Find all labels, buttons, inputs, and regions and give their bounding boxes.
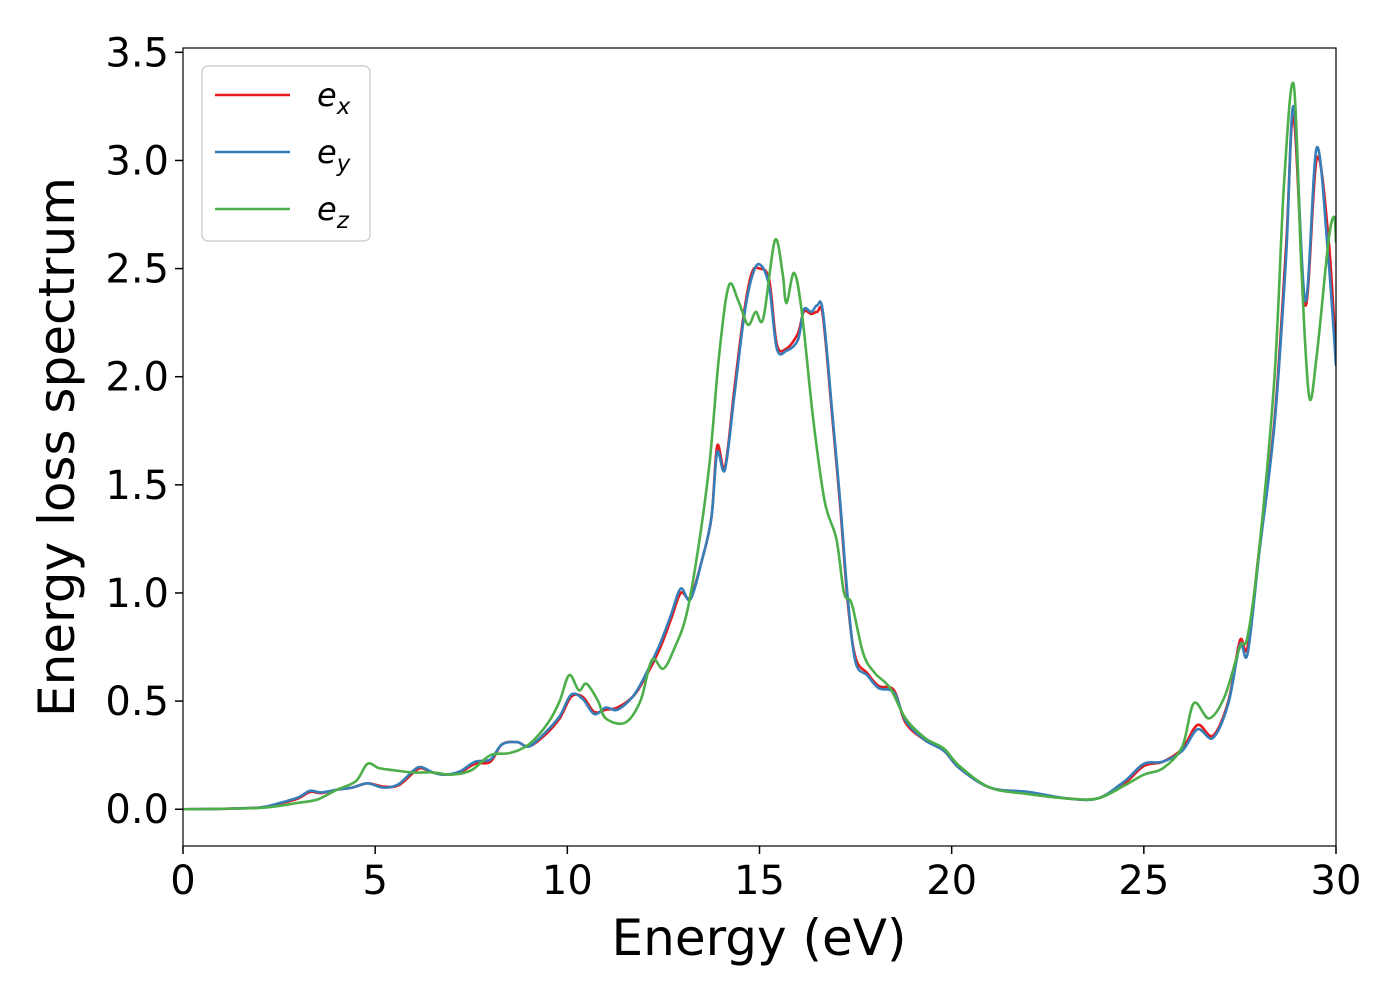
x-tick-label: 30 (1311, 858, 1362, 904)
y-tick-label: 3.0 (105, 138, 169, 184)
y-tick-label: 2.5 (105, 247, 169, 293)
y-tick-label: 1.0 (105, 571, 169, 617)
x-tick-label: 5 (362, 858, 387, 904)
y-tick-label: 0.0 (105, 787, 169, 833)
x-tick-label: 20 (926, 858, 977, 904)
legend-label-ez: ez (317, 190, 350, 234)
x-tick-label: 10 (542, 858, 593, 904)
y-axis: 0.0 0.5 1.0 1.5 2.0 2.5 3.0 3.5 (105, 30, 183, 833)
plot-area (183, 48, 1336, 846)
x-tick-label: 15 (734, 858, 785, 904)
series-layer (183, 81, 1336, 811)
x-axis-label: Energy (eV) (612, 909, 907, 967)
y-tick-label: 1.5 (105, 463, 169, 509)
y-tick-label: 0.5 (105, 679, 169, 725)
legend-label-ey: ey (317, 133, 351, 177)
x-tick-label: 0 (170, 858, 195, 904)
y-tick-label: 3.5 (105, 30, 169, 76)
y-tick-label: 2.0 (105, 355, 169, 401)
legend-box (201, 65, 371, 242)
series-line-ez (183, 81, 1336, 811)
x-tick-label: 25 (1118, 858, 1169, 904)
y-axis-label: Energy loss spectrum (28, 177, 86, 717)
legend-label-ex: ex (317, 76, 351, 120)
x-axis: 0 5 10 15 20 25 30 (170, 846, 1361, 904)
legend: ex ey ez (201, 65, 371, 242)
